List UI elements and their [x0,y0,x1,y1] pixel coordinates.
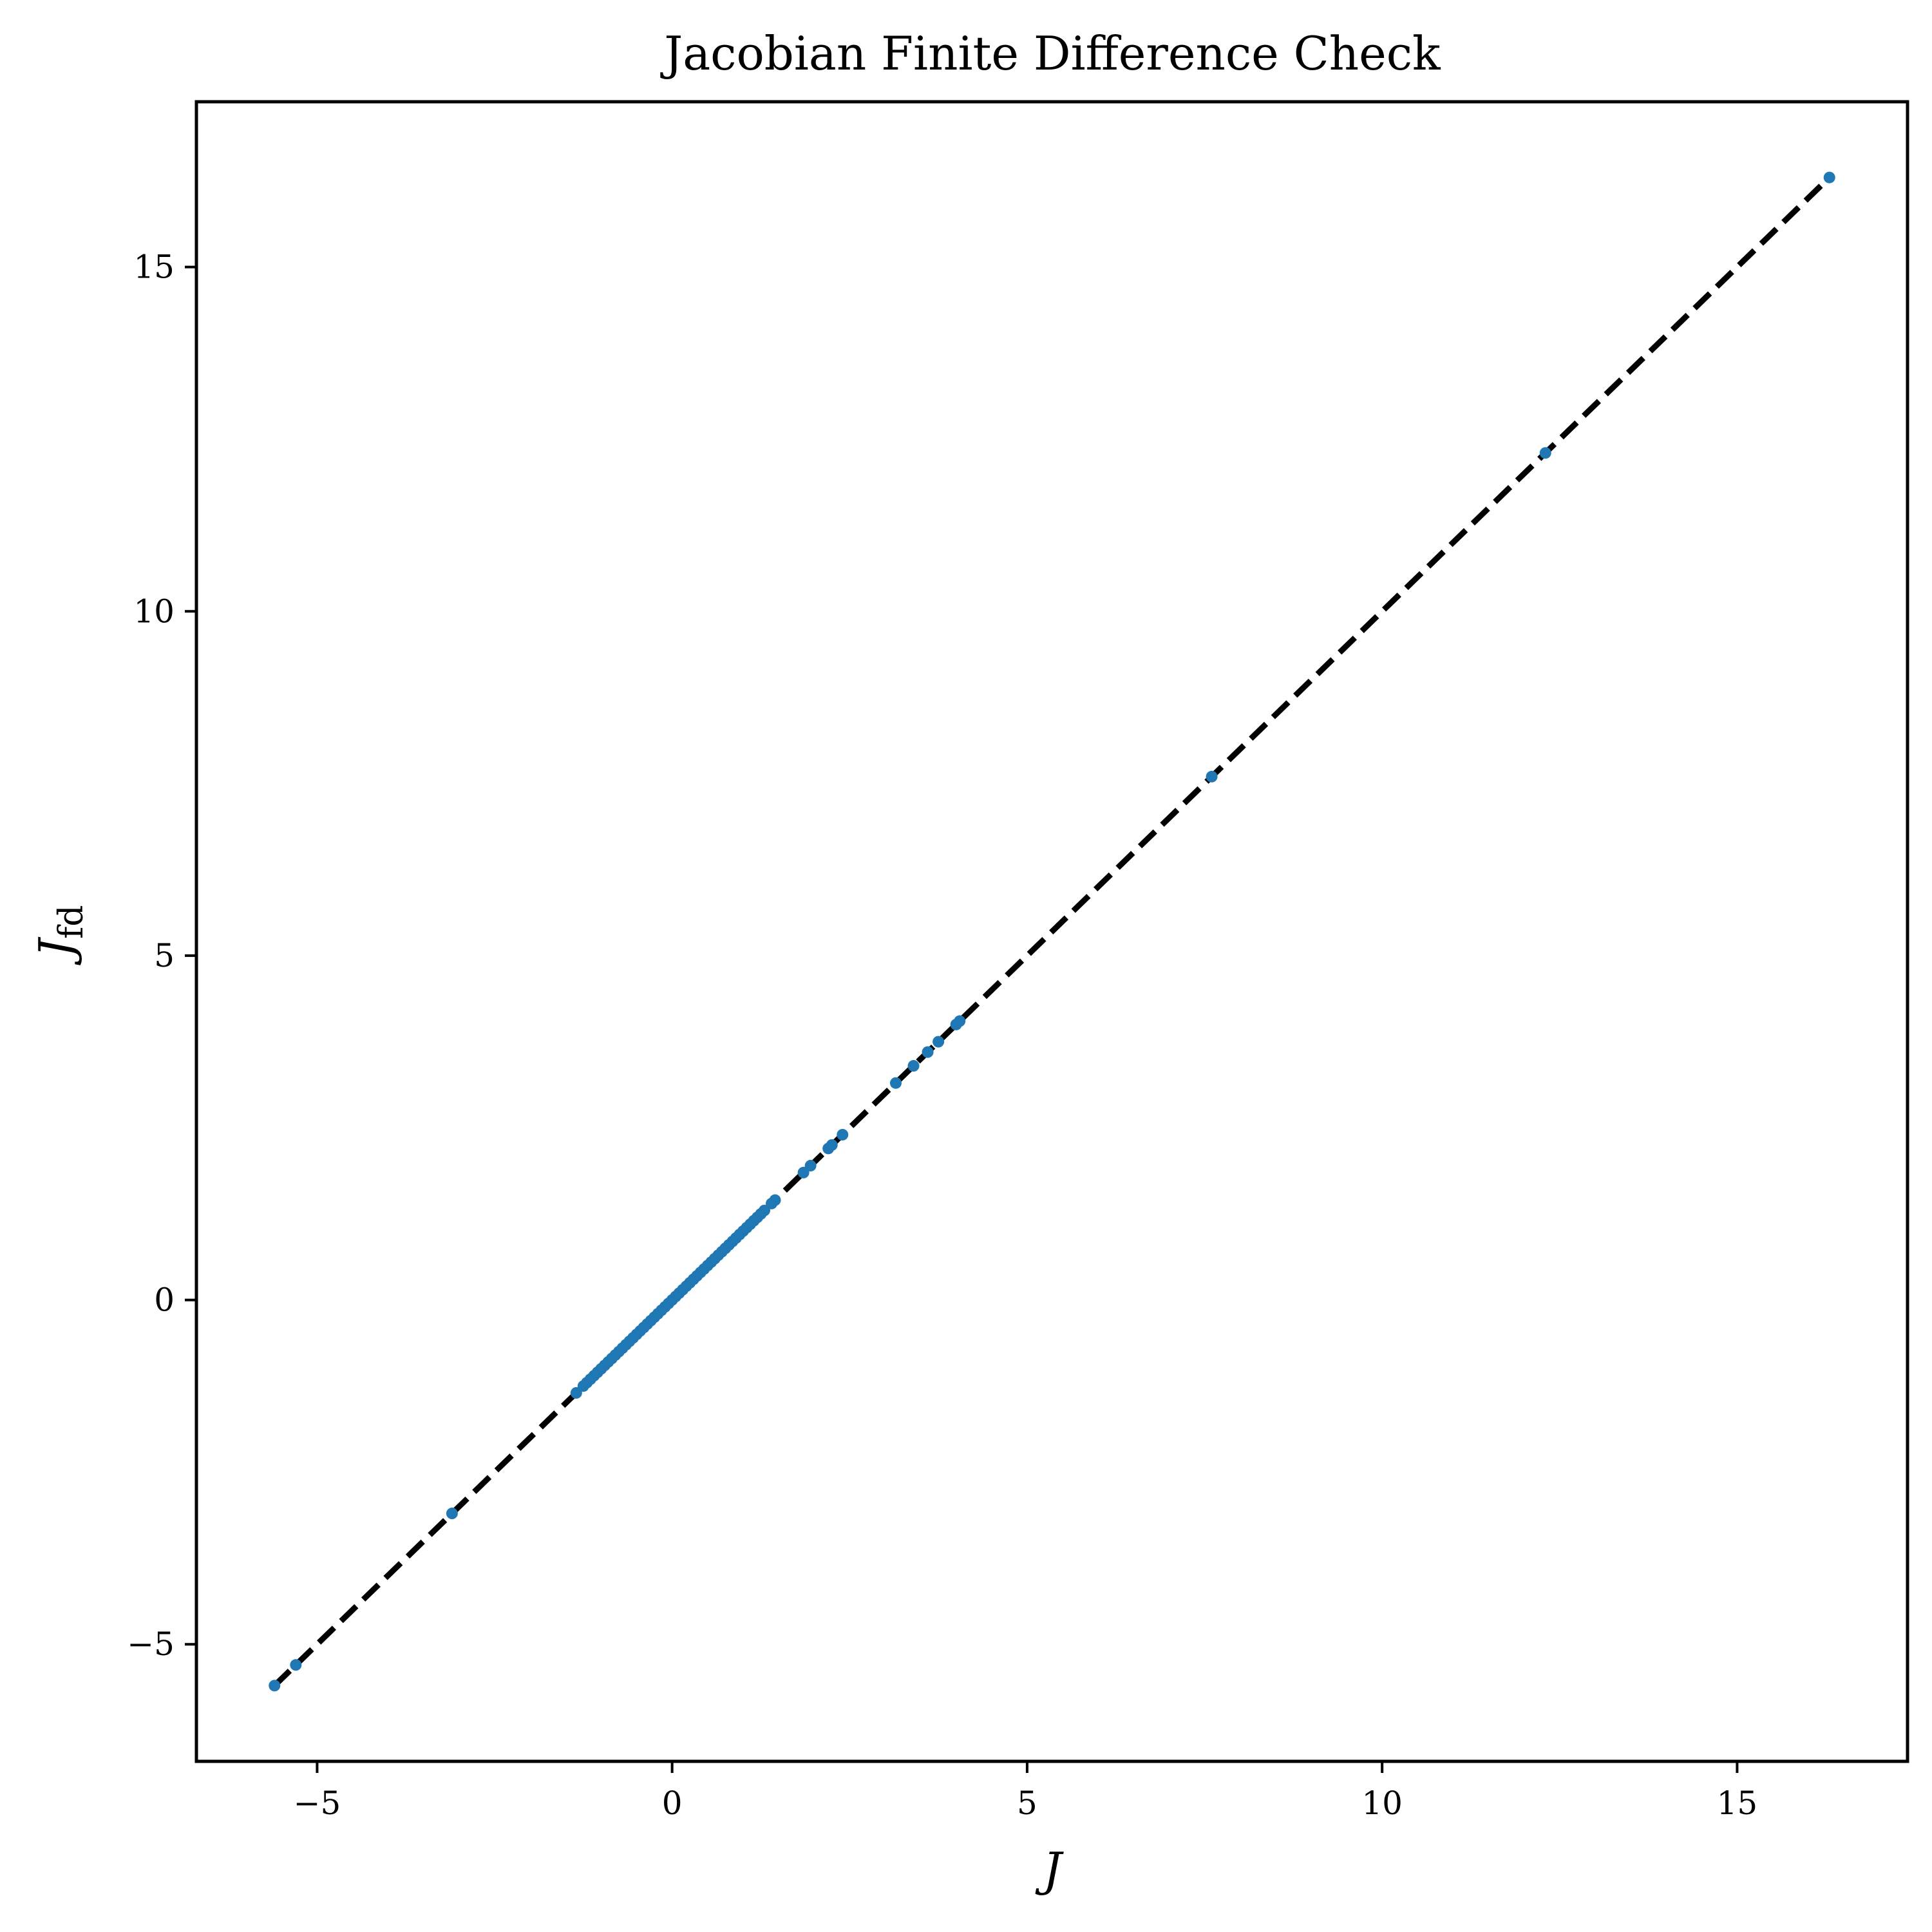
scatter-point [446,1508,458,1520]
scatter-point [837,1128,849,1141]
y-axis-ticks: −5 0 5 10 15 [127,249,196,1663]
x-axis-ticks: −5 0 5 10 15 [294,1761,1758,1822]
y-tick-label: −5 [127,1625,175,1663]
y-tick-label: 15 [133,249,175,286]
scatter-point [907,1060,920,1072]
scatter-point [1823,171,1835,184]
scatter-point [954,1015,966,1027]
scatter-point [1539,447,1551,459]
scatter-point [269,1680,281,1692]
y-tick-label: 5 [154,937,175,974]
y-tick-label: 10 [133,592,175,630]
chart-title: Jacobian Finite Difference Check [659,26,1441,80]
scatter-point [922,1046,934,1058]
x-tick-label: 10 [1361,1785,1403,1822]
scatter-point [290,1659,302,1671]
identity-reference-line [272,175,1832,1688]
scatter-point [769,1194,781,1206]
y-axis-label-subscript: fd [52,905,91,939]
scatter-points-layer [269,171,1835,1692]
scatter-point [1206,770,1218,782]
plot-frame [194,100,1909,1763]
x-tick-label: 0 [662,1785,683,1822]
x-tick-label: −5 [294,1785,341,1822]
scatter-point [804,1160,817,1172]
scatter-point [889,1077,902,1089]
x-tick-label: 5 [1017,1785,1037,1822]
reference-line-layer [272,175,1832,1688]
y-tick-label: 0 [154,1282,175,1319]
scatter-point [826,1139,838,1151]
x-tick-label: 15 [1717,1785,1758,1822]
scatter-point [933,1036,945,1048]
